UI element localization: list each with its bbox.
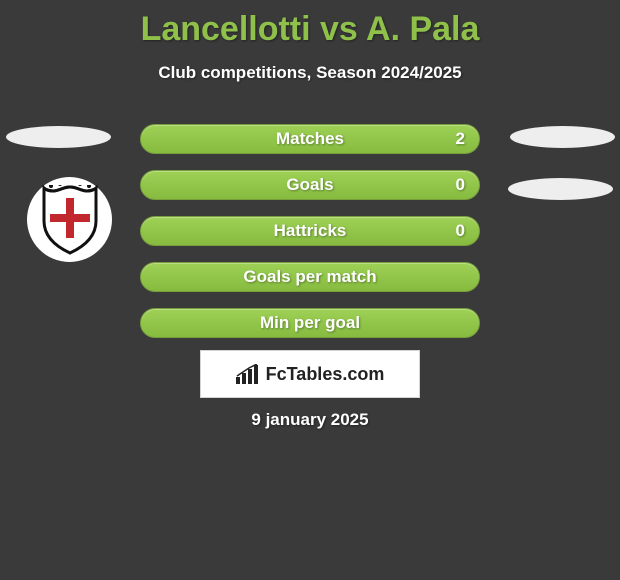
stat-row-goals-per-match: Goals per match	[140, 262, 480, 292]
stat-value: 0	[456, 221, 465, 241]
stat-label: Goals	[141, 175, 479, 195]
stat-label: Min per goal	[141, 313, 479, 333]
watermark-text: FcTables.com	[266, 364, 385, 385]
chart-icon	[236, 364, 260, 384]
watermark: FcTables.com	[200, 350, 420, 398]
stat-value: 0	[456, 175, 465, 195]
stat-label: Hattricks	[141, 221, 479, 241]
stat-value: 2	[456, 129, 465, 149]
stat-row-min-per-goal: Min per goal	[140, 308, 480, 338]
left-ellipse-1	[6, 126, 111, 148]
page-subtitle: Club competitions, Season 2024/2025	[0, 63, 620, 83]
stat-label: Matches	[141, 129, 479, 149]
stat-label: Goals per match	[141, 267, 479, 287]
stat-row-goals: Goals 0	[140, 170, 480, 200]
stat-row-matches: Matches 2	[140, 124, 480, 154]
right-ellipse-1	[510, 126, 615, 148]
page-title: Lancellotti vs A. Pala	[0, 0, 620, 49]
stat-row-hattricks: Hattricks 0	[140, 216, 480, 246]
shield-icon	[39, 185, 101, 255]
right-ellipse-2	[508, 178, 613, 200]
club-logo	[27, 177, 112, 262]
date-line: 9 january 2025	[0, 410, 620, 430]
